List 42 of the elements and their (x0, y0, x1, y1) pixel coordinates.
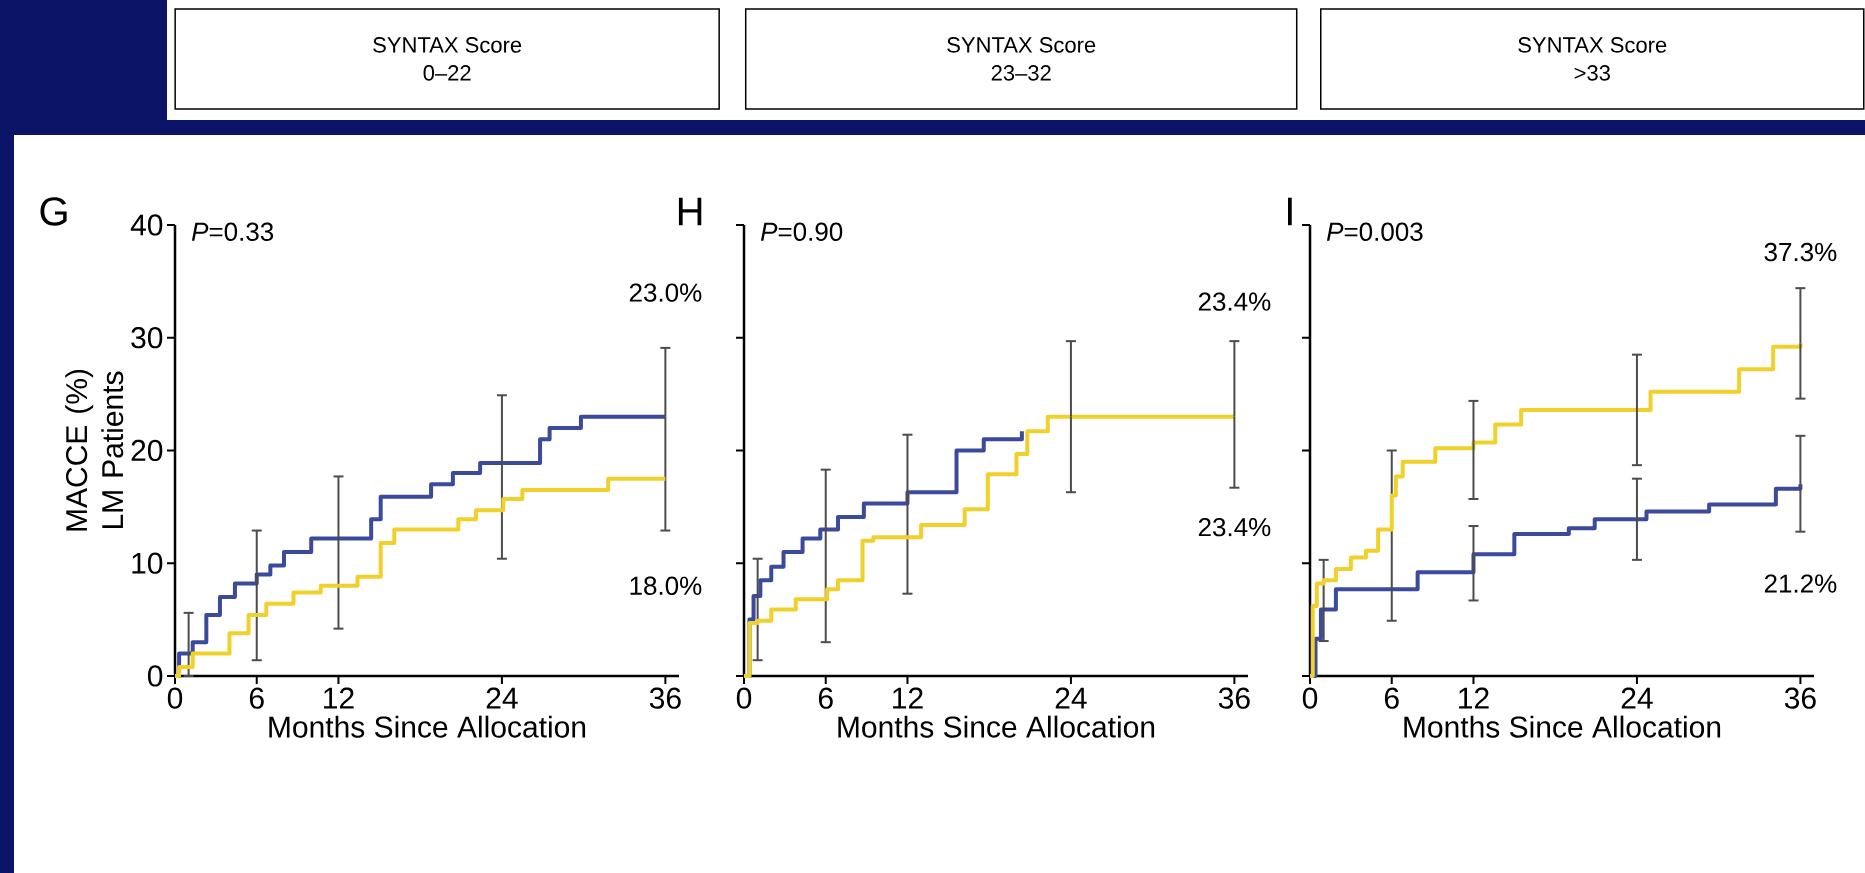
x-tick-label: 6 (818, 687, 833, 709)
x-tick-label: 6 (1384, 687, 1399, 709)
x-axis-title: Months Since Allocation (838, 715, 1155, 738)
x-tick-label: 0 (736, 687, 752, 709)
chart-title: SYNTAX Score (373, 37, 522, 53)
x-tick-label: 24 (1621, 687, 1653, 709)
x-axis-title: Months Since Allocation (269, 715, 586, 738)
x-tick-label: 0 (1302, 687, 1318, 709)
chart-title: SYNTAX Score (1518, 37, 1667, 53)
y-tick-label: 40 (130, 214, 163, 236)
text: G (40, 197, 67, 226)
x-tick-label: 0 (167, 687, 183, 709)
x-tick-label: 12 (324, 687, 354, 709)
annotation: 21.2% (1764, 574, 1837, 593)
x-axis-title: Months Since Allocation (1404, 715, 1721, 738)
chart-title: SYNTAX Score (947, 37, 1096, 53)
chart-subtitle: 0–22 (423, 65, 471, 81)
text: I (1287, 197, 1292, 226)
x-tick-label: 6 (249, 687, 264, 709)
annotation: 18.0% (630, 576, 702, 595)
annotation: P=0.33 (191, 222, 274, 241)
y-tick-label: 30 (131, 327, 163, 349)
chart-subtitle: >33 (1574, 65, 1610, 81)
y-tick-label: 20 (131, 439, 163, 462)
annotation: 23.4% (1198, 292, 1271, 311)
x-tick-label: 12 (893, 687, 923, 709)
annotation: 23.4% (1198, 517, 1271, 537)
annotation: H (678, 197, 702, 226)
x-tick-label: 36 (1784, 687, 1816, 709)
y-axis-title: MACCE (%) LM Patients (65, 369, 124, 531)
x-tick-label: 24 (486, 687, 518, 709)
x-tick-label: 36 (1218, 687, 1250, 709)
x-tick-label: 36 (649, 687, 681, 709)
x-tick-label: 12 (1459, 687, 1489, 709)
y-tick-label: 0 (147, 665, 163, 687)
annotation: 23.0% (629, 283, 702, 302)
annotation: P=0.90 (760, 222, 843, 241)
annotation: P=0.003 (1326, 222, 1423, 241)
x-tick-label: 24 (1055, 687, 1087, 709)
y-tick-label: 10 (132, 552, 163, 574)
annotation: 37.3% (1764, 242, 1837, 262)
chart-subtitle: 23–32 (991, 65, 1051, 81)
